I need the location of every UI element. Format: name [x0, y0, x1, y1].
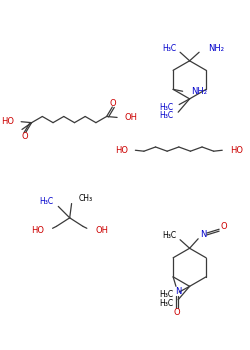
Text: N: N — [200, 230, 206, 238]
Text: NH₂: NH₂ — [208, 44, 224, 53]
Text: O: O — [110, 99, 116, 108]
Text: H₃C: H₃C — [159, 290, 174, 299]
Text: H₃C: H₃C — [162, 231, 176, 240]
Text: OH: OH — [125, 113, 138, 122]
Text: O: O — [220, 222, 227, 231]
Text: H₃C: H₃C — [162, 44, 176, 53]
Text: HO: HO — [115, 146, 128, 155]
Text: H₃C: H₃C — [40, 197, 54, 206]
Text: NH₂: NH₂ — [191, 87, 207, 96]
Text: HO: HO — [31, 226, 44, 235]
Text: HO: HO — [2, 117, 15, 126]
Text: CH₃: CH₃ — [78, 194, 92, 203]
Text: O: O — [174, 308, 180, 317]
Text: N: N — [175, 287, 181, 296]
Text: HO: HO — [230, 146, 243, 155]
Text: OH: OH — [96, 226, 108, 235]
Text: H₃C: H₃C — [159, 103, 174, 112]
Text: H₃C: H₃C — [159, 299, 174, 308]
Text: O: O — [22, 132, 28, 141]
Text: H₃C: H₃C — [159, 112, 174, 120]
